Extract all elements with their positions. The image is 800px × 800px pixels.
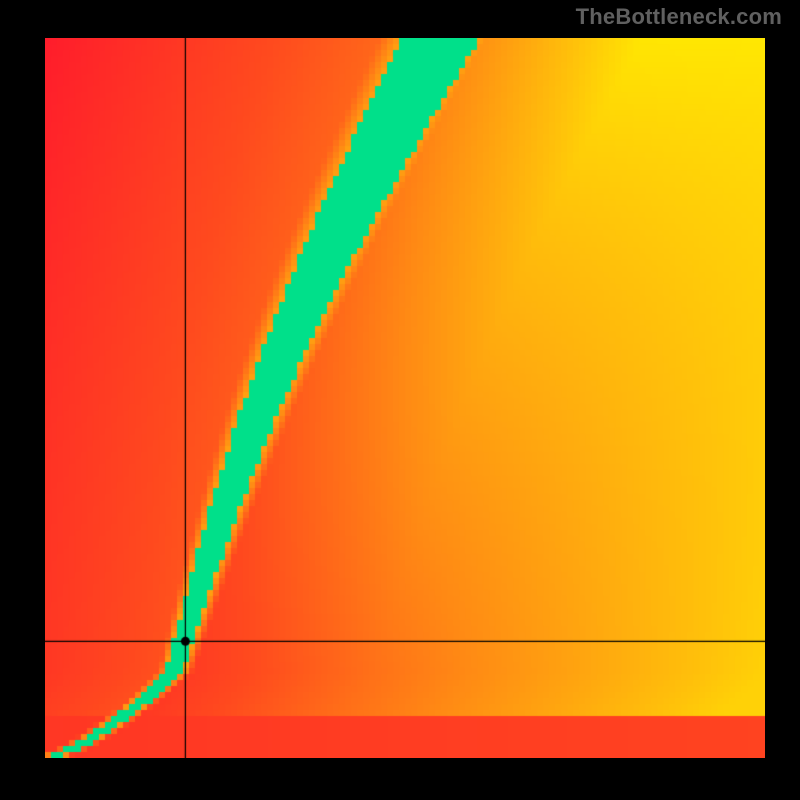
bottleneck-heatmap [45,38,765,758]
attribution-label: TheBottleneck.com [576,4,782,30]
chart-container: TheBottleneck.com [0,0,800,800]
